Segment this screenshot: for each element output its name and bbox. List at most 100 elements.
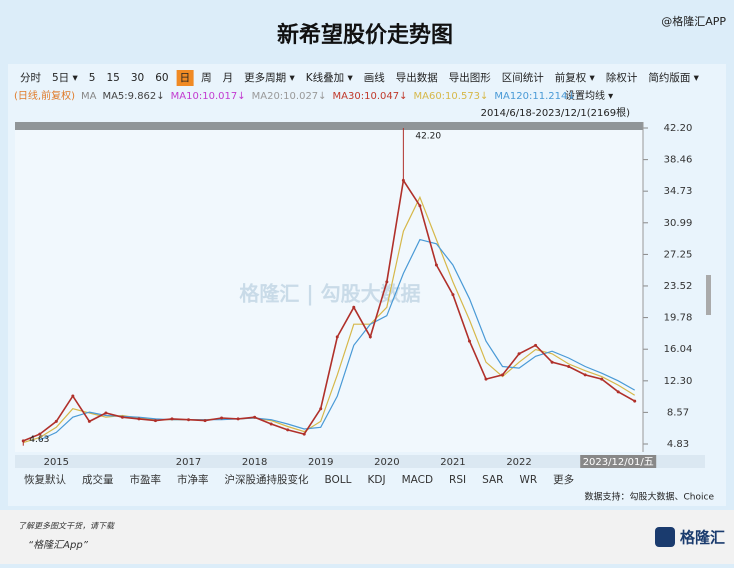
price-point (153, 419, 157, 423)
y-tick-label: 19.78 (664, 313, 693, 324)
price-point (54, 419, 58, 423)
toolbar-item[interactable]: 60 (155, 72, 168, 84)
cursor-date-box (580, 455, 657, 468)
indicator-label: MA (81, 91, 97, 102)
x-tick-label: 2023/12/01/五 (583, 457, 654, 468)
y-tick-label: 4.83 (667, 439, 689, 450)
brand: @格隆汇APP (661, 14, 726, 28)
tab[interactable]: 恢复默认 (24, 473, 66, 486)
price-point (616, 390, 620, 394)
x-tick-label: 2022 (506, 457, 531, 468)
x-tick-label: 2019 (308, 457, 333, 468)
price-point (269, 422, 273, 426)
high-label: 42.20 (415, 132, 441, 142)
price-point (253, 415, 257, 419)
price-point (550, 360, 554, 364)
y-tick-label: 8.57 (667, 407, 689, 418)
tab[interactable]: 市净率 (177, 473, 209, 486)
x-tick-label: 2021 (440, 457, 465, 468)
volume-strip (15, 122, 643, 130)
low-label: 4.63 (29, 435, 49, 445)
x-tick-label: 2017 (176, 457, 201, 468)
y-tick-label: 27.25 (664, 249, 693, 260)
price-point (352, 305, 356, 309)
price-point (203, 419, 207, 423)
toolbar-item[interactable]: 15 (106, 72, 119, 84)
ma-setting[interactable]: 设置均线 ▾ (565, 89, 613, 102)
price-point (302, 432, 306, 436)
toolbar-item[interactable]: 更多周期 ▾ (244, 71, 295, 84)
price-point (120, 415, 124, 419)
y-tick-label: 16.04 (664, 344, 693, 355)
price-point (567, 364, 571, 368)
tab[interactable]: BOLL (325, 474, 352, 486)
toolbar-item[interactable]: 分时 (20, 72, 41, 84)
price-point (534, 343, 538, 347)
ma-line (39, 238, 635, 441)
source: 数据支持：勾股大数据、Choice (585, 491, 715, 503)
toolbar-item[interactable]: 5日 ▾ (52, 72, 79, 84)
price-point (236, 417, 240, 421)
price-point (467, 339, 471, 343)
date-range: 2014/6/18-2023/12/1(2169根) (481, 106, 631, 119)
price-point (87, 419, 91, 423)
price-point (517, 352, 521, 356)
toolbar-item[interactable]: 5 (89, 72, 96, 84)
tab[interactable]: RSI (449, 474, 466, 486)
legend-label: MA60:10.573↓ (413, 91, 488, 102)
toolbar-item[interactable]: 月 (223, 72, 234, 84)
indicator-label: MA5:9.862↓ (102, 91, 164, 102)
toolbar-item[interactable]: 除权计 (606, 71, 638, 84)
tab[interactable]: 成交量 (82, 473, 114, 486)
toolbar-item[interactable]: 区间统计 (502, 71, 544, 84)
toolbar-item[interactable]: 画线 (364, 71, 385, 84)
toolbar-item[interactable]: 30 (131, 72, 144, 84)
chart-title: 新希望股价走势图 (277, 22, 453, 48)
x-tick-label: 2018 (242, 457, 267, 468)
tab[interactable]: KDJ (367, 474, 385, 486)
price-point (104, 411, 108, 415)
scrollbar (706, 275, 711, 315)
x-tick-label: 2015 (44, 457, 69, 468)
y-tick-label: 34.73 (664, 186, 693, 197)
indicator-label: MA20:10.027↓ (252, 91, 327, 102)
price-point (583, 373, 587, 377)
toolbar-item[interactable]: 日 (180, 72, 191, 84)
price-point (600, 377, 604, 381)
price-point (484, 377, 488, 381)
toolbar-active (176, 70, 194, 86)
y-tick-label: 30.99 (664, 218, 693, 229)
tab[interactable]: MACD (402, 474, 433, 486)
price-point (451, 293, 455, 297)
legend-label: MA120:11.214↓ (494, 91, 575, 102)
price-point (319, 407, 323, 411)
tab[interactable]: SAR (482, 474, 503, 486)
y-tick-label: 38.46 (664, 155, 693, 166)
toolbar-item[interactable]: 简约版面 ▾ (648, 71, 699, 84)
footer-note: 了解更多图文干货，请下载 (18, 522, 115, 531)
logo-icon (655, 527, 675, 547)
price-point (335, 335, 339, 339)
toolbar-item[interactable]: 导出图形 (449, 71, 491, 84)
toolbar-item[interactable]: 周 (201, 72, 212, 84)
tab[interactable]: 更多 (553, 473, 574, 486)
price-point (385, 280, 389, 284)
x-tick-label: 2020 (374, 457, 399, 468)
price-point (501, 373, 505, 377)
tab[interactable]: WR (519, 474, 537, 486)
price-point (71, 394, 75, 398)
tab[interactable]: 市盈率 (130, 473, 162, 486)
watermark: 格隆汇 | 勾股大数据 (239, 282, 420, 306)
toolbar-item[interactable]: 前复权 ▾ (555, 71, 596, 84)
tab[interactable]: 沪深股通持股变化 (225, 473, 309, 486)
toolbar-item[interactable]: 导出数据 (396, 71, 438, 84)
x-axis-band (15, 455, 705, 468)
price-point (38, 432, 42, 436)
footer-app: “格隆汇App” (28, 539, 89, 551)
price-point (170, 417, 174, 421)
indicator-label: MA10:10.017↓ (171, 91, 246, 102)
logo: 格隆汇 (680, 529, 725, 547)
price-point (286, 428, 290, 432)
toolbar-item[interactable]: K线叠加 ▾ (306, 71, 354, 84)
